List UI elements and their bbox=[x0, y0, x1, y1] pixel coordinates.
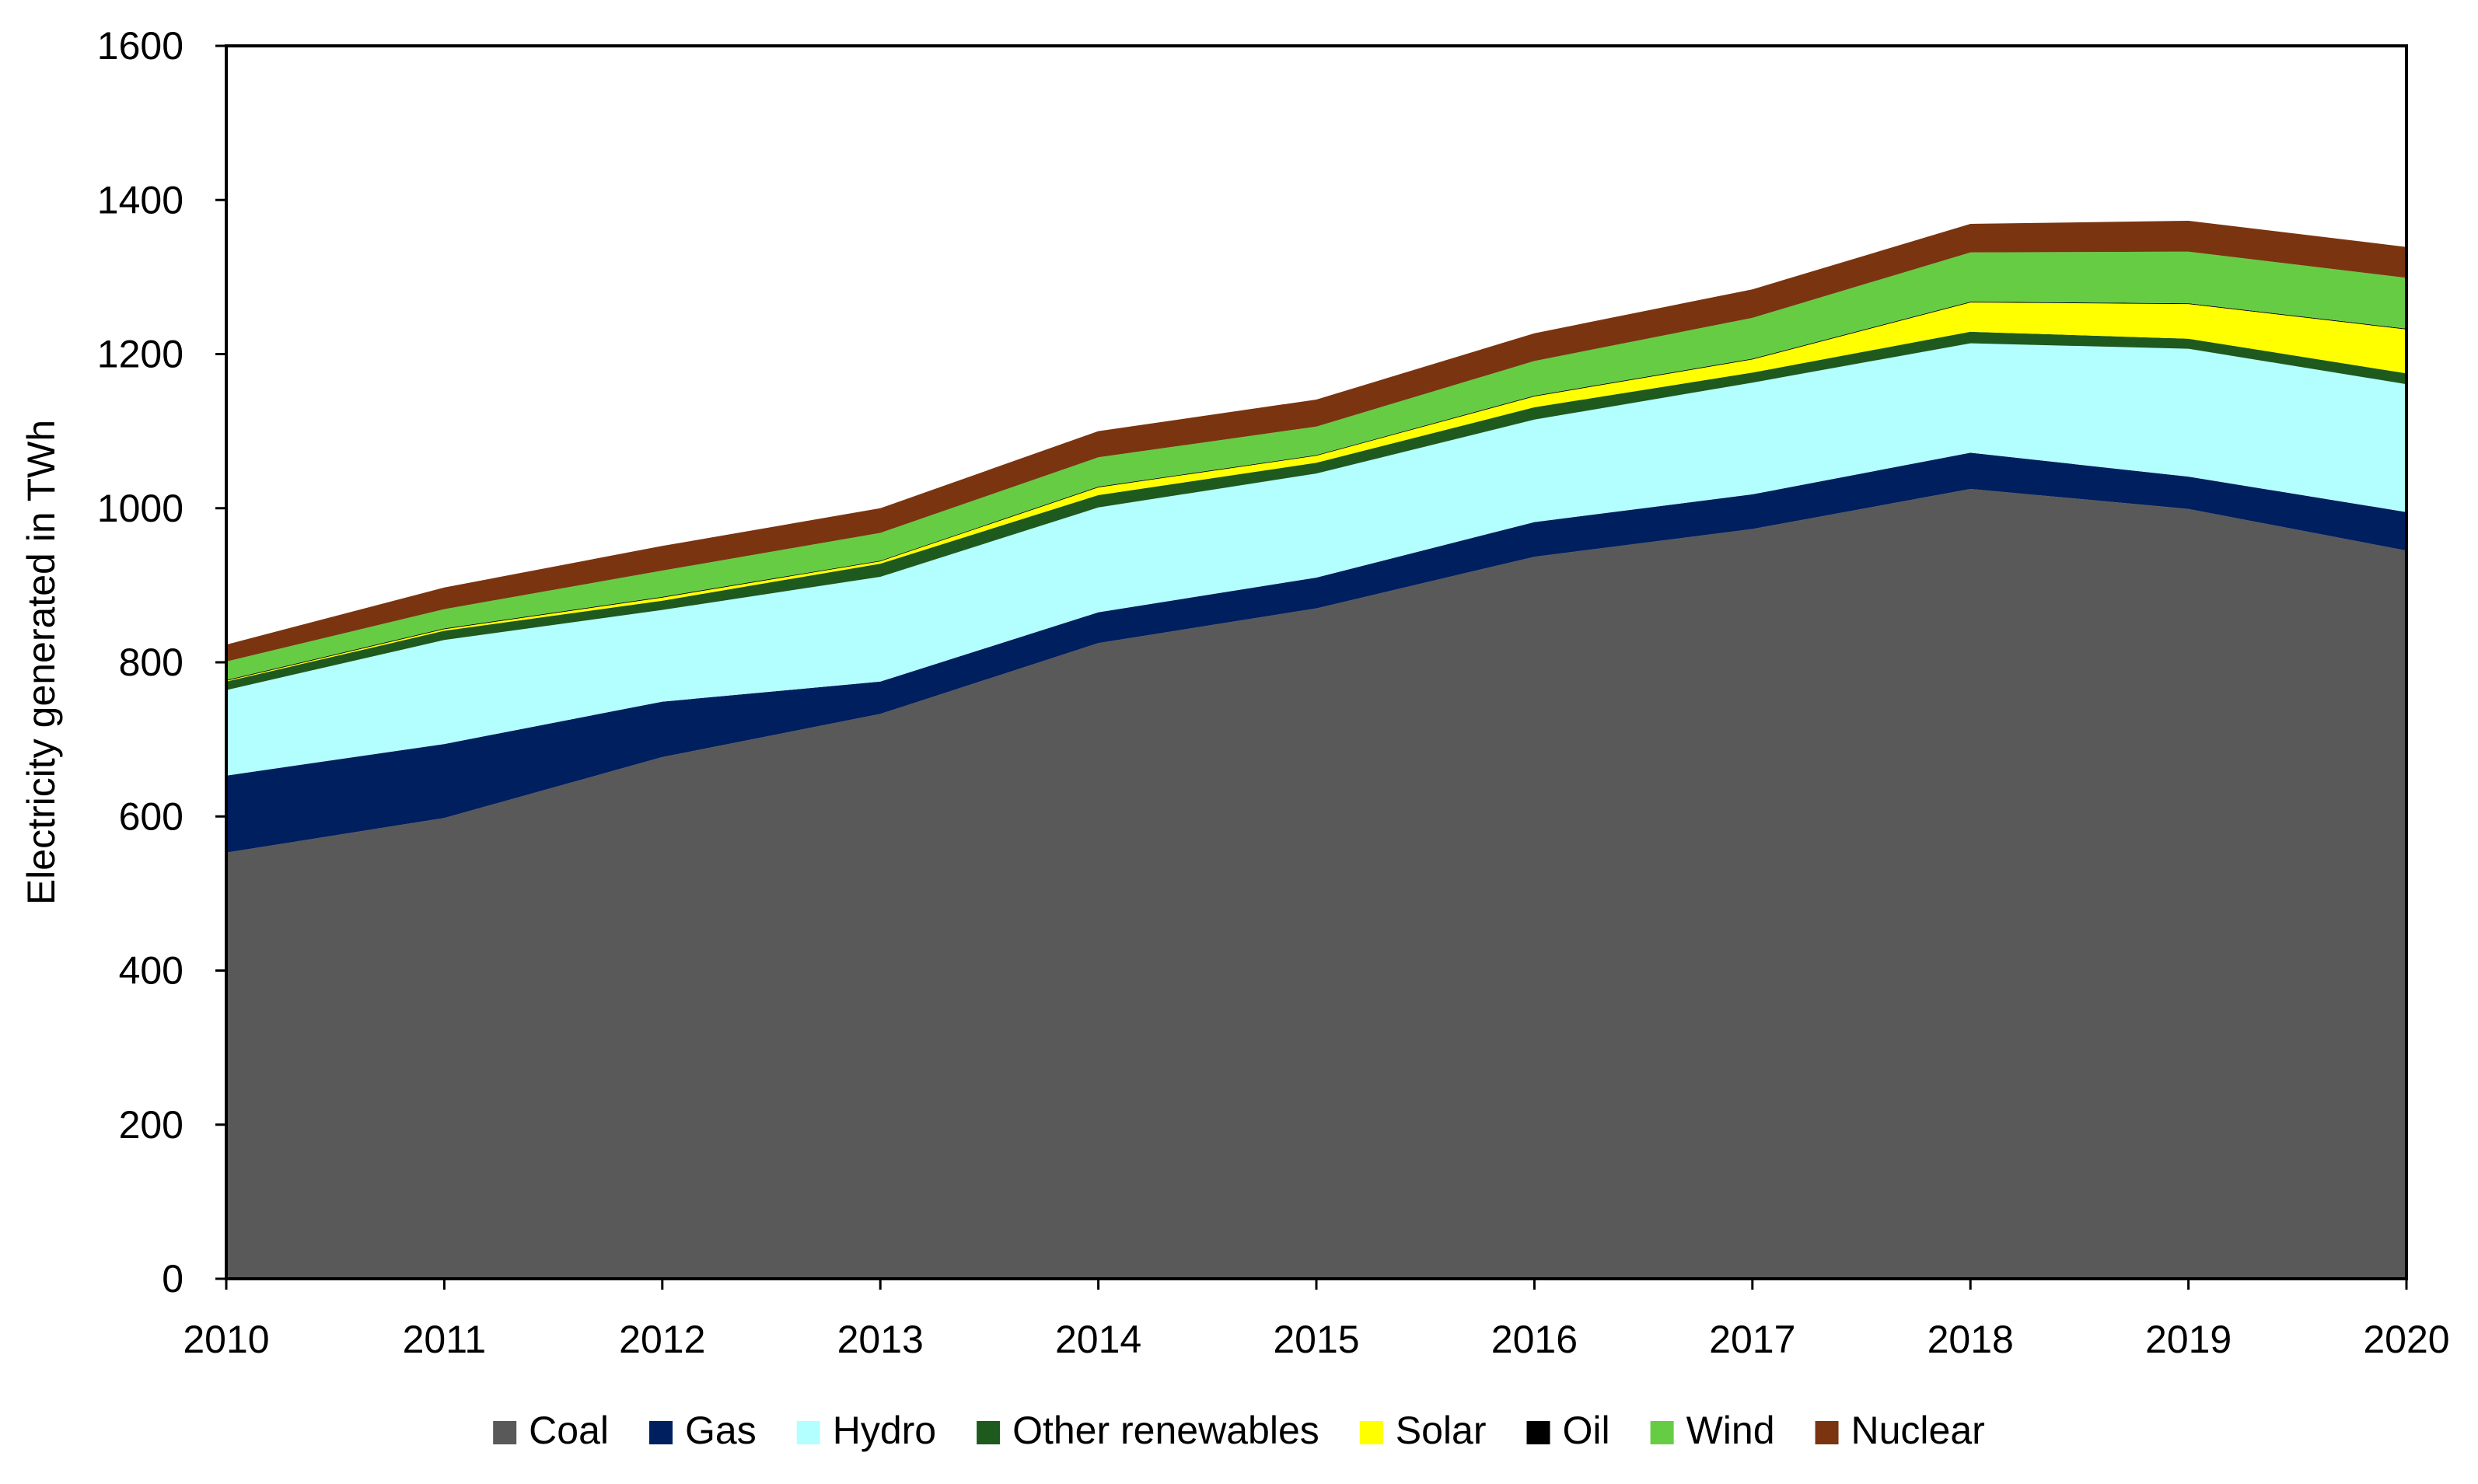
x-tick-label: 2017 bbox=[1709, 1318, 1795, 1361]
legend-item-hydro: Hydro bbox=[796, 1409, 936, 1452]
y-tick-label: 0 bbox=[162, 1257, 183, 1301]
x-tick-label: 2013 bbox=[837, 1318, 924, 1361]
x-tick-label: 2019 bbox=[2145, 1318, 2232, 1361]
area-series-group bbox=[226, 221, 2406, 1279]
area-coal bbox=[226, 489, 2406, 1279]
legend-item-other-renewables: Other renewables bbox=[977, 1409, 1319, 1452]
legend-label: Other renewables bbox=[1012, 1409, 1319, 1452]
x-tick-label: 2010 bbox=[183, 1318, 269, 1361]
legend-label: Oil bbox=[1562, 1409, 1609, 1452]
area-wind bbox=[226, 251, 2406, 680]
legend-item-wind: Wind bbox=[1650, 1409, 1775, 1452]
legend-item-solar: Solar bbox=[1359, 1409, 1487, 1452]
legend-label: Nuclear bbox=[1851, 1409, 1985, 1452]
legend: Coal Gas Hydro Other renewables Solar Oil Wind… bbox=[493, 1409, 1985, 1452]
area-hydro bbox=[226, 343, 2406, 776]
x-tick-label: 2014 bbox=[1055, 1318, 1141, 1361]
y-tick-label: 800 bbox=[119, 641, 183, 684]
legend-swatch bbox=[1359, 1421, 1383, 1444]
y-tick-label: 1000 bbox=[97, 487, 183, 530]
legend-label: Coal bbox=[529, 1409, 609, 1452]
legend-item-oil: Oil bbox=[1526, 1409, 1610, 1452]
y-tick-label: 200 bbox=[119, 1103, 183, 1147]
legend-label: Gas bbox=[685, 1409, 757, 1452]
legend-label: Hydro bbox=[833, 1409, 936, 1452]
x-axis-ticks: 2010 2011 2012 2013 2014 2015 2016 2017 2018 2019… bbox=[183, 1279, 2450, 1361]
y-tick-label: 1200 bbox=[97, 333, 183, 376]
legend-item-nuclear: Nuclear bbox=[1815, 1409, 1985, 1452]
legend-swatch bbox=[1815, 1421, 1839, 1444]
x-tick-label: 2018 bbox=[1928, 1318, 2014, 1361]
legend-swatch bbox=[1650, 1421, 1674, 1444]
x-tick-label: 2015 bbox=[1273, 1318, 1359, 1361]
legend-swatch bbox=[1526, 1421, 1550, 1444]
x-tick-label: 2016 bbox=[1491, 1318, 1578, 1361]
y-tick-label: 600 bbox=[119, 794, 183, 838]
legend-label: Wind bbox=[1686, 1409, 1775, 1452]
x-tick-label: 2012 bbox=[619, 1318, 705, 1361]
legend-label: Solar bbox=[1396, 1409, 1487, 1452]
legend-item-gas: Gas bbox=[649, 1409, 757, 1452]
legend-swatch bbox=[493, 1421, 517, 1444]
y-tick-label: 1600 bbox=[97, 24, 183, 68]
legend-swatch bbox=[977, 1421, 1001, 1444]
y-tick-label: 1400 bbox=[97, 178, 183, 222]
area-gas bbox=[226, 452, 2406, 853]
legend-swatch bbox=[649, 1421, 673, 1444]
legend-item-coal: Coal bbox=[493, 1409, 609, 1452]
legend-swatch bbox=[796, 1421, 820, 1444]
y-tick-label: 400 bbox=[119, 949, 183, 993]
x-tick-label: 2011 bbox=[403, 1318, 487, 1361]
y-axis-title: Electricity generated in TWh bbox=[19, 420, 63, 905]
area-nuclear bbox=[226, 221, 2406, 662]
y-axis-ticks: 0 200 400 600 800 1000 1200 1400 1600 bbox=[97, 24, 226, 1301]
x-tick-label: 2020 bbox=[2363, 1318, 2449, 1361]
